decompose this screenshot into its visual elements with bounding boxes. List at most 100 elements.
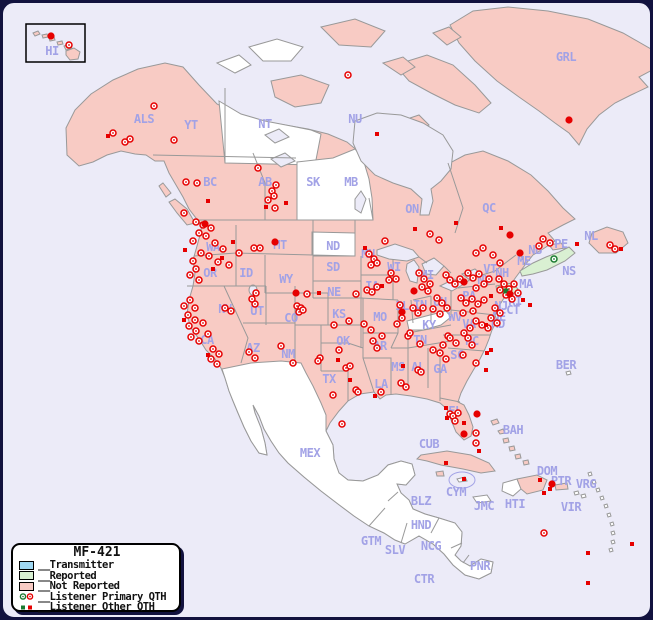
- reported-swatch: [19, 571, 34, 581]
- listener-primary-marker: [109, 129, 117, 137]
- not-reported-swatch: [19, 581, 34, 591]
- arctic-island-2: [320, 18, 386, 48]
- listener-primary-marker: [466, 324, 474, 332]
- victoria-island: [270, 74, 330, 108]
- listener-other-marker: [489, 348, 493, 352]
- listener-primary-marker: [396, 301, 404, 309]
- listener-primary-marker: [182, 178, 190, 186]
- legend-label: __Transmitter: [38, 559, 114, 572]
- listener-primary-marker: [251, 354, 259, 362]
- listener-primary-marker: [346, 362, 354, 370]
- listener-other-marker: [499, 226, 503, 230]
- region-label-ok: OK: [336, 334, 351, 348]
- region-label-cym: CYM: [446, 485, 466, 499]
- greenland-shape: [449, 6, 650, 146]
- listener-primary-marker: [365, 250, 373, 258]
- region-label-vt: VT: [483, 262, 497, 276]
- listener-primary-marker: [180, 302, 188, 310]
- listener-other-marker: [444, 406, 448, 410]
- arctic-island-4: [432, 26, 462, 46]
- listener-primary-marker: [189, 237, 197, 245]
- region-label-nu: NU: [348, 112, 362, 126]
- legend-box: MF-421 __Transmitter __Reported __Not Re…: [11, 543, 181, 613]
- legend-label: __Listener Primary QTH: [38, 590, 167, 603]
- region-label-ca: CA: [200, 333, 215, 347]
- listener-primary-marker: [192, 265, 200, 273]
- region-label-gtm: GTM: [361, 534, 381, 548]
- listener-primary-marker: [369, 337, 377, 345]
- listener-primary-icon: [19, 593, 34, 601]
- listener-primary-marker: [606, 241, 614, 249]
- region-label-tx: TX: [322, 372, 337, 386]
- listener-primary-marker: [459, 309, 467, 317]
- region-label-jmc: JMC: [474, 499, 494, 513]
- region-label-qc: QC: [482, 201, 496, 215]
- region-label-vir: VIR: [561, 500, 582, 514]
- region-label-pnr: PNR: [470, 559, 491, 573]
- listener-primary-marker: [214, 258, 222, 266]
- listener-primary-marker: [415, 269, 423, 277]
- listener-primary-marker: [185, 322, 193, 330]
- region-label-wy: WY: [279, 272, 294, 286]
- listener-cluster-dot: [506, 290, 514, 298]
- listener-other-marker: [586, 551, 590, 555]
- listener-primary-marker: [270, 192, 278, 200]
- arctic-island-white-2: [215, 54, 252, 74]
- listener-other-marker: [484, 368, 488, 372]
- baffin-island: [394, 54, 492, 114]
- transmitter-swatch: [19, 560, 34, 570]
- listener-primary-marker: [454, 409, 462, 417]
- listener-primary-marker: [373, 344, 381, 352]
- arctic-island-3: [381, 56, 416, 76]
- listener-primary-marker: [535, 242, 543, 250]
- listener-primary-marker: [417, 368, 425, 376]
- lake-huron: [421, 257, 445, 276]
- listener-primary-marker: [433, 294, 441, 302]
- listener-primary-marker: [436, 310, 444, 318]
- listener-primary-marker: [496, 286, 504, 294]
- region-label-cub: CUB: [419, 437, 439, 451]
- listener-primary-marker: [207, 355, 215, 363]
- listener-primary-marker: [256, 244, 264, 252]
- listener-primary-marker: [381, 237, 389, 245]
- listener-other-marker: [462, 477, 466, 481]
- listener-primary-marker: [180, 209, 188, 217]
- listener-primary-marker: [192, 218, 200, 226]
- listener-other-marker: [575, 242, 579, 246]
- listener-cluster-dot: [201, 220, 209, 228]
- listener-primary-marker: [289, 359, 297, 367]
- region-label-ks: KS: [332, 307, 346, 321]
- legend-item-listener-other: __Listener Other QTH: [19, 601, 175, 613]
- listener-primary-marker: [460, 329, 468, 337]
- listener-other-icon: [21, 605, 32, 610]
- region-label-ber: BER: [556, 358, 577, 372]
- listener-primary-marker: [352, 290, 360, 298]
- listener-primary-marker: [215, 350, 223, 358]
- listener-primary-marker: [446, 334, 454, 342]
- listener-primary-marker: [474, 300, 482, 308]
- listener-primary-marker: [414, 309, 422, 317]
- listener-primary-marker: [393, 320, 401, 328]
- listener-primary-marker: [457, 294, 465, 302]
- listener-primary-marker: [191, 316, 199, 324]
- listener-primary-marker: [211, 239, 219, 247]
- listener-other-marker: [548, 487, 552, 491]
- region-label-or: OR: [203, 266, 218, 280]
- listener-primary-marker: [539, 235, 547, 243]
- listener-primary-marker: [496, 309, 504, 317]
- listener-primary-marker: [472, 429, 480, 437]
- listener-primary-marker: [459, 351, 467, 359]
- region-label-sc: SC: [450, 348, 464, 362]
- region-label-wv: WV: [448, 310, 462, 324]
- region-label-grl: GRL: [556, 50, 576, 64]
- listener-primary-marker: [436, 349, 444, 357]
- region-label-ne: NE: [327, 285, 341, 299]
- haida-gwaii: [158, 182, 172, 198]
- listener-primary-marker: [429, 305, 437, 313]
- listener-primary-marker: [245, 348, 253, 356]
- listener-primary-marker: [197, 249, 205, 257]
- listener-other-marker: [538, 478, 542, 482]
- region-label-ma: MA: [519, 277, 534, 291]
- region-label-ky: KY: [422, 318, 437, 332]
- listener-other-marker: [462, 421, 466, 425]
